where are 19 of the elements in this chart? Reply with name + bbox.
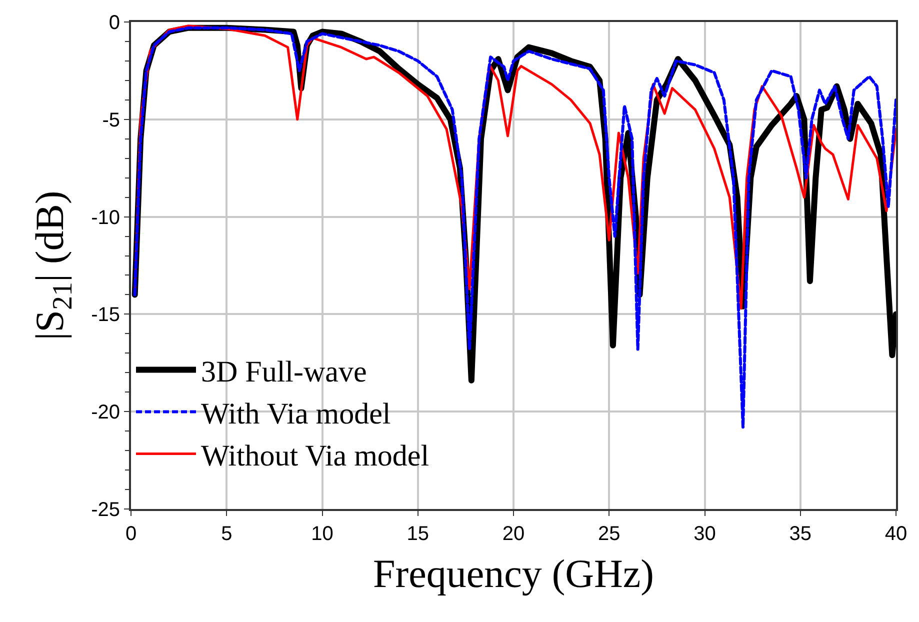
x-tick-label: 30 <box>694 523 716 545</box>
x-tick-label: 10 <box>311 523 334 545</box>
y-tick-label: -5 <box>102 109 120 132</box>
x-tick-label: 35 <box>789 523 812 545</box>
y-tick-label: -15 <box>91 304 120 326</box>
x-tick-label: 0 <box>125 523 137 545</box>
y-tick-label: -10 <box>91 206 120 229</box>
legend-label: With Via model <box>201 397 391 430</box>
legend-label: 3D Full-wave <box>201 355 367 388</box>
x-tick-label: 20 <box>502 523 525 545</box>
x-tick-label: 15 <box>406 523 430 545</box>
y-tick-label: 0 <box>108 12 120 34</box>
x-tick-label: 25 <box>598 523 620 545</box>
x-axis-title: Frequency (GHz) <box>373 551 654 596</box>
y-tick-label: -25 <box>91 499 120 521</box>
legend-label: Without Via model <box>201 439 430 472</box>
x-tick-label: 40 <box>884 523 908 545</box>
y-tick-label: -20 <box>91 402 120 424</box>
x-tick-label: 5 <box>221 523 232 545</box>
